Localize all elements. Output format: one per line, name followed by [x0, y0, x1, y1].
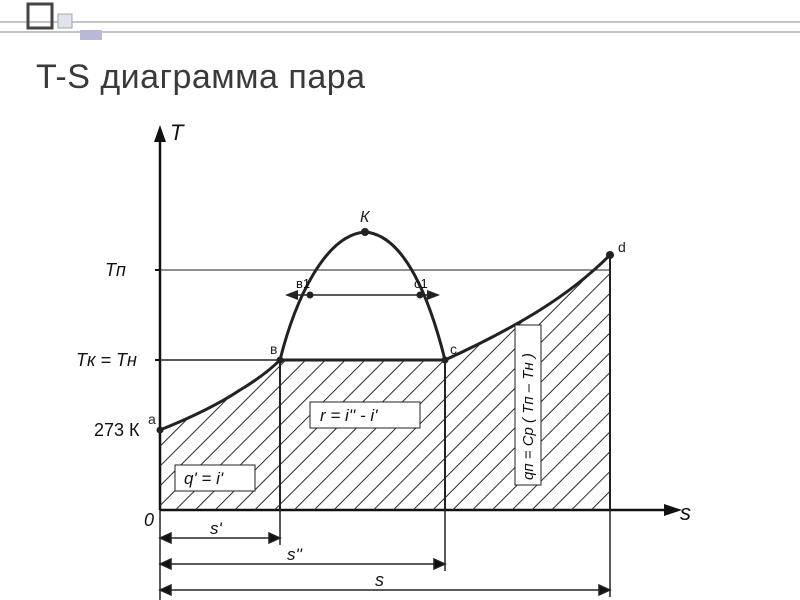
s-extents: s' s'' s	[160, 510, 610, 600]
slide-decoration	[0, 0, 800, 55]
d-label: d	[618, 239, 626, 255]
s-prime-label: s'	[210, 519, 223, 538]
b-label: в	[270, 341, 277, 357]
svg-text:q' = i': q' = i'	[184, 469, 224, 488]
c1-label: с1	[414, 276, 428, 291]
x-axis-label: s	[680, 500, 691, 525]
b1c1-segment: в1 с1	[285, 276, 440, 300]
svg-text:r = i'' - i': r = i'' - i'	[320, 406, 378, 425]
page-title: T-S диаграмма пара	[36, 58, 366, 97]
area-label-r: r = i'' - i'	[310, 402, 420, 428]
s-dprime-label: s''	[287, 545, 303, 564]
s-full-label: s	[375, 570, 384, 590]
area-label-qp: qп = Cp ( Tп – Tн )	[515, 325, 541, 485]
area-label-qprime: q' = i'	[175, 465, 255, 491]
c-label: с	[450, 341, 457, 357]
a-label: а	[148, 411, 156, 427]
K-label: К	[360, 209, 371, 226]
origin-label: 0	[144, 510, 154, 530]
svg-text:qп = Cp ( Tп – Tн ): qп = Cp ( Tп – Tн )	[520, 353, 537, 480]
ytick-273K: 273 К	[94, 420, 140, 440]
y-axis-label: T	[170, 120, 185, 145]
area-r	[280, 360, 445, 510]
ytick-Tk: Tк = Tн	[76, 350, 137, 370]
b1-label: в1	[296, 276, 310, 291]
ytick-Tp: Tп	[105, 260, 126, 280]
ts-diagram: 0 T s Tп Tк = Tн 273 К	[70, 100, 730, 600]
